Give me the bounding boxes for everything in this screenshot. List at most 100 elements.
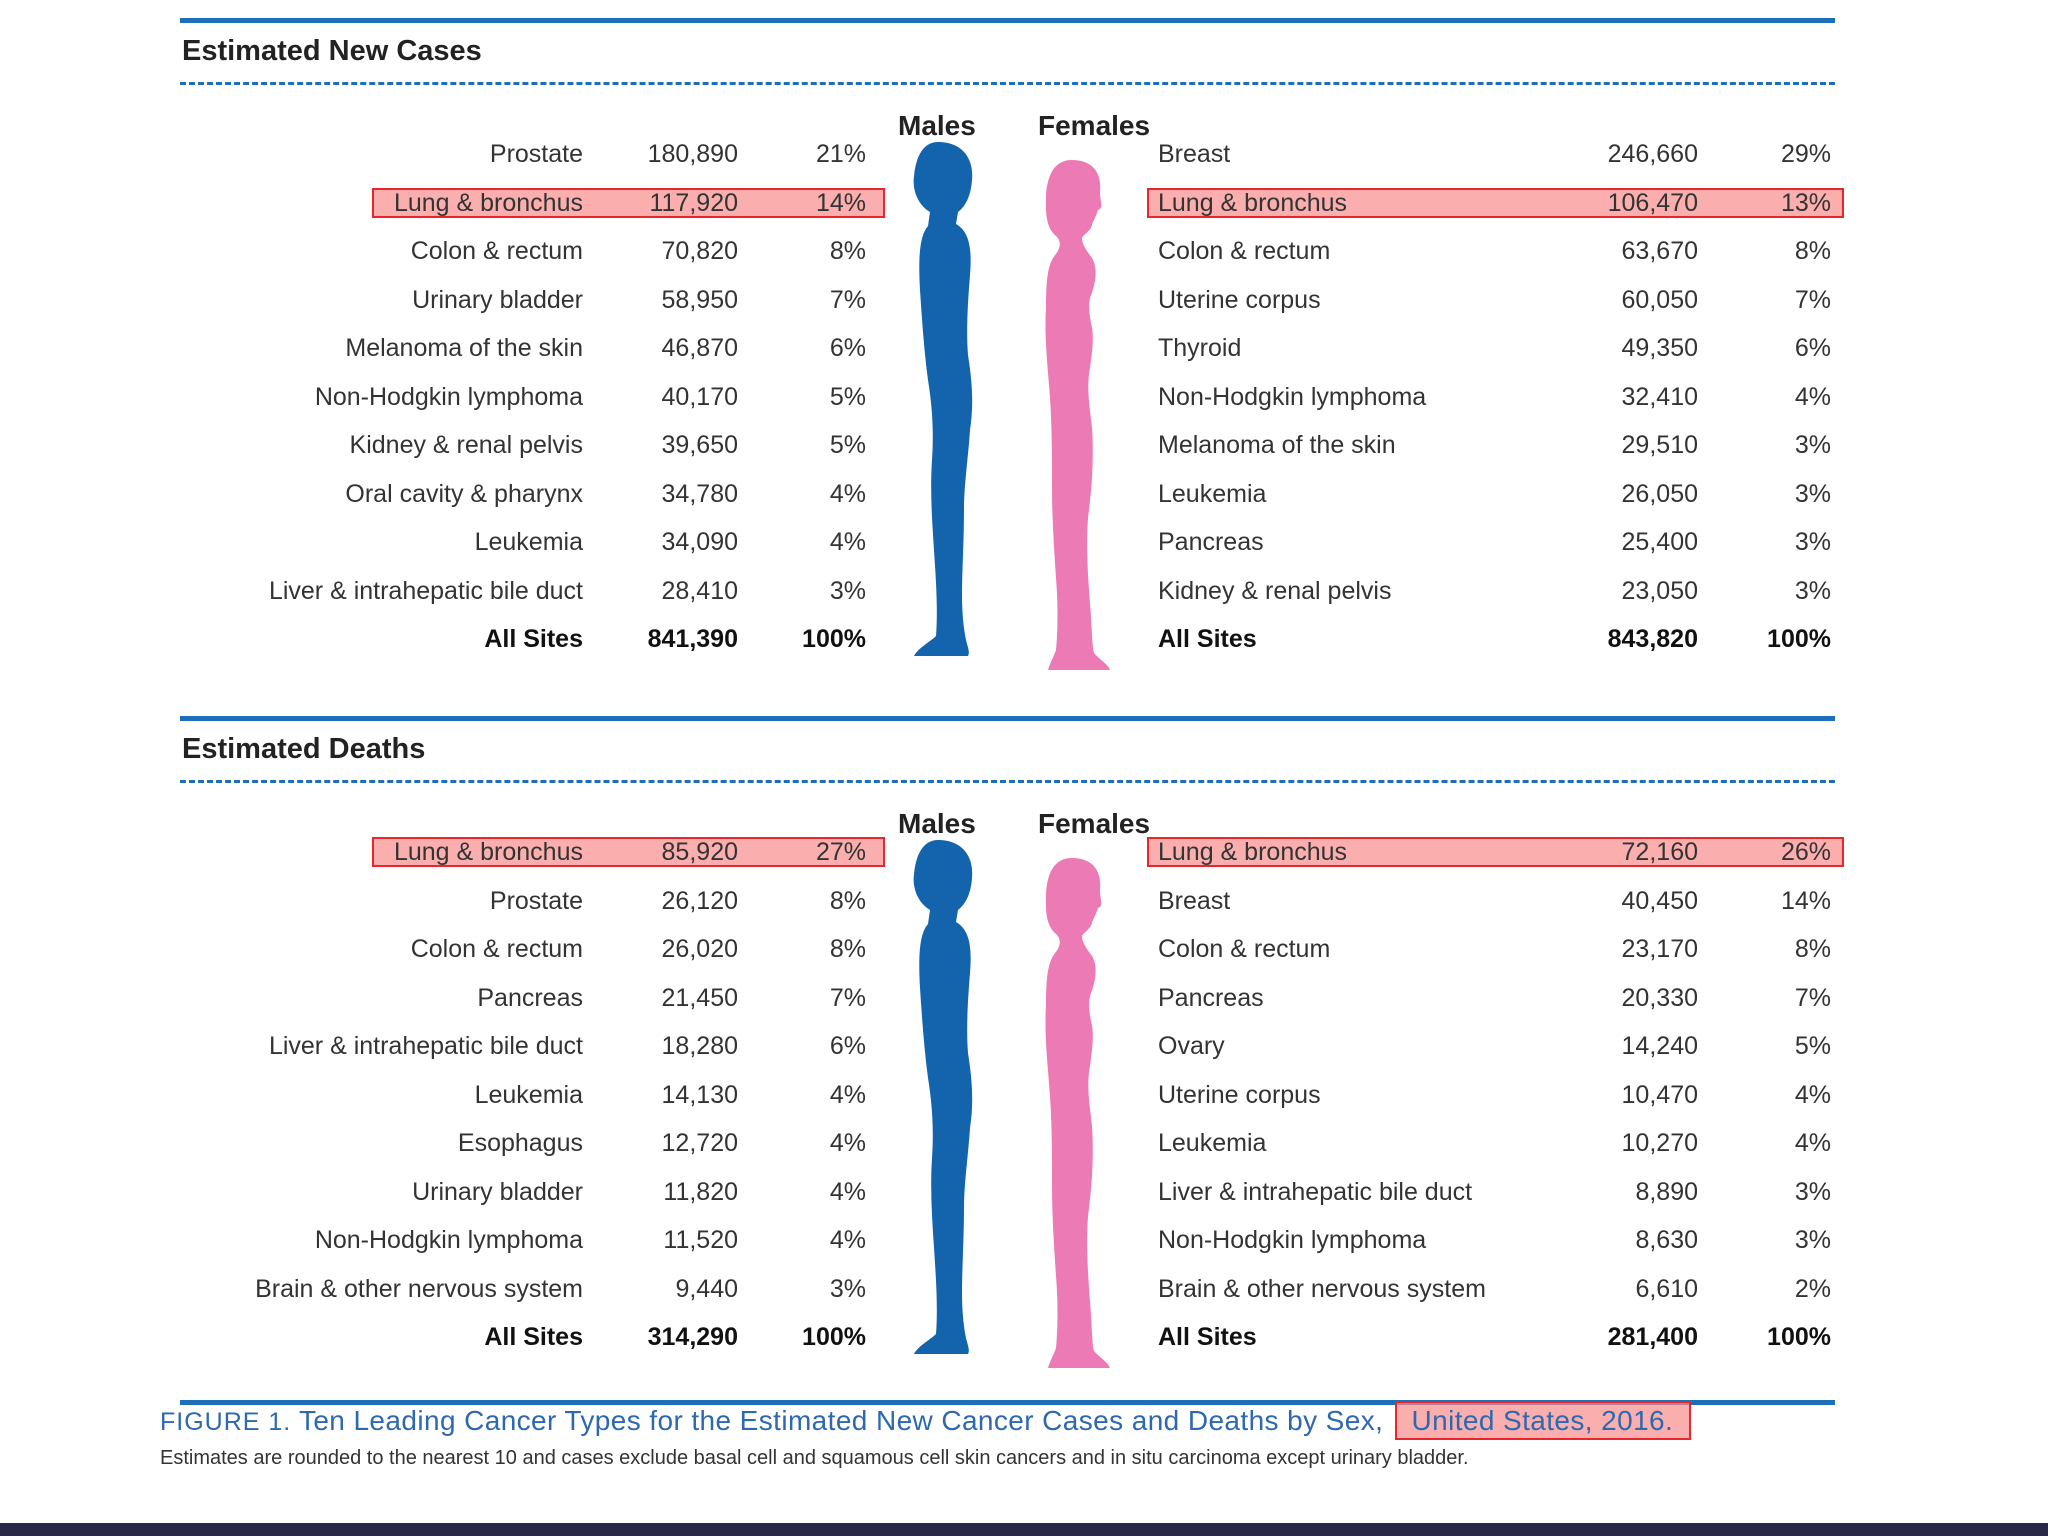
female-row: Brain & other nervous system 6,610 2% — [180, 1269, 1835, 1309]
female-figure — [1045, 858, 1110, 1368]
percent-value: 4% — [829, 1226, 866, 1254]
percent-value: 4% — [1794, 1080, 1831, 1109]
percent-value: 5% — [1794, 1032, 1831, 1060]
site-label: Uterine corpus — [1158, 285, 1321, 314]
females-heading: Females — [1038, 110, 1151, 141]
male-row: Liver & intrahepatic bile duct 18,280 6% — [180, 1026, 1835, 1066]
case-value: 11,520 — [663, 1226, 738, 1254]
site-label: Lung & bronchus — [1158, 188, 1348, 217]
section-top-rule — [180, 716, 1835, 721]
case-value: 32,410 — [1621, 382, 1698, 411]
site-label: Urinary bladder — [412, 285, 583, 314]
case-value: 40,170 — [661, 382, 738, 411]
male-row: Prostate 26,120 8% — [180, 881, 1835, 921]
site-label: Colon & rectum — [1158, 237, 1331, 265]
percent-value: 14% — [815, 188, 866, 217]
female-row: Non-Hodgkin lymphoma 32,410 4% — [180, 377, 1835, 417]
site-label: Lung & bronchus — [393, 188, 583, 217]
figure-note: Estimates are rounded to the nearest 10 … — [160, 1447, 1469, 1469]
male-row: Non-Hodgkin lymphoma 11,520 4% — [180, 1220, 1835, 1260]
percent-value: 4% — [1794, 382, 1831, 411]
case-value: 843,820 — [1607, 625, 1698, 653]
male-row: Brain & other nervous system 9,440 3% — [180, 1269, 1835, 1309]
site-label: Ovary — [1158, 1032, 1225, 1060]
site-label: Leukemia — [474, 1080, 583, 1109]
percent-value: 6% — [1794, 334, 1831, 362]
case-value: 281,400 — [1607, 1323, 1698, 1351]
highlight-box — [1147, 187, 1844, 218]
site-label: Breast — [1158, 886, 1231, 915]
case-value: 117,920 — [649, 188, 738, 217]
male-row: Esophagus 12,720 4% — [180, 1123, 1835, 1163]
male-figure — [913, 840, 973, 1354]
percent-value: 6% — [829, 334, 866, 362]
case-value: 9,440 — [675, 1274, 738, 1303]
case-value: 20,330 — [1621, 983, 1698, 1012]
male-row: Urinary bladder 11,820 4% — [180, 1172, 1835, 1212]
deaths-section: Estimated Deaths Males Females Lung & br… — [180, 716, 1844, 1386]
case-value: 72,160 — [1621, 838, 1698, 866]
site-label: Melanoma of the skin — [1158, 431, 1396, 459]
site-label: Breast — [1158, 140, 1231, 168]
male-silhouette — [913, 142, 973, 656]
males-heading: Males — [898, 110, 976, 141]
site-label: Brain & other nervous system — [1158, 1274, 1486, 1303]
site-label: All Sites — [1158, 625, 1257, 653]
percent-value: 21% — [815, 140, 866, 168]
males-heading: Males — [898, 808, 976, 839]
case-value: 70,820 — [661, 237, 738, 265]
male-row: Melanoma of the skin 46,870 6% — [180, 328, 1835, 368]
site-label: Kidney & renal pelvis — [1158, 576, 1392, 605]
figure-title: Ten Leading Cancer Types for the Estimat… — [298, 1405, 1384, 1436]
percent-value: 27% — [815, 838, 866, 866]
site-label: Pancreas — [477, 983, 583, 1012]
site-label: Colon & rectum — [410, 935, 583, 963]
female-row: Ovary 14,240 5% — [180, 1026, 1835, 1066]
site-label: Prostate — [489, 140, 583, 168]
case-value: 10,270 — [1621, 1129, 1698, 1157]
case-value: 26,020 — [661, 935, 738, 963]
site-label: Pancreas — [1158, 983, 1264, 1012]
case-value: 180,890 — [647, 140, 738, 168]
male-silhouette — [913, 840, 973, 1354]
male-row: Colon & rectum 26,020 8% — [180, 929, 1835, 969]
percent-value: 7% — [1794, 983, 1831, 1012]
female-figure — [1045, 160, 1110, 670]
percent-value: 5% — [829, 382, 866, 411]
site-label: Thyroid — [1158, 334, 1242, 362]
female-row: Breast 40,450 14% — [180, 881, 1835, 921]
percent-value: 4% — [829, 1129, 866, 1157]
case-value: 34,780 — [661, 479, 738, 508]
case-value: 34,090 — [661, 528, 738, 556]
percent-value: 3% — [1794, 528, 1831, 556]
site-label: Non-Hodgkin lymphoma — [1158, 1226, 1427, 1254]
percent-value: 100% — [1767, 1323, 1831, 1351]
case-value: 63,670 — [1621, 237, 1698, 265]
male-row: All Sites 314,290 100% — [180, 1317, 1835, 1357]
female-row: Lung & bronchus 72,160 26% — [180, 832, 1835, 872]
female-row: All Sites 281,400 100% — [180, 1317, 1835, 1357]
figure-label: FIGURE 1. — [160, 1408, 292, 1436]
percent-value: 100% — [1767, 625, 1831, 653]
case-value: 26,120 — [661, 886, 738, 915]
new-cases-section: Estimated New Cases Males Females Prosta… — [180, 18, 1844, 688]
site-label: Uterine corpus — [1158, 1080, 1321, 1109]
female-row: Pancreas 20,330 7% — [180, 978, 1835, 1018]
site-label: Lung & bronchus — [1158, 838, 1348, 866]
male-row: Urinary bladder 58,950 7% — [180, 280, 1835, 320]
females-heading: Females — [1038, 808, 1151, 839]
case-value: 10,470 — [1621, 1080, 1698, 1109]
site-label: Leukemia — [1158, 1129, 1267, 1157]
caption-top-rule — [180, 1400, 1835, 1405]
female-silhouette — [1045, 160, 1110, 670]
site-label: Lung & bronchus — [393, 838, 583, 866]
case-value: 12,720 — [661, 1129, 738, 1157]
percent-value: 26% — [1780, 838, 1831, 866]
site-label: Brain & other nervous system — [255, 1274, 583, 1303]
case-value: 246,660 — [1607, 140, 1698, 168]
site-label: All Sites — [484, 625, 583, 653]
percent-value: 14% — [1780, 886, 1831, 915]
male-row: Leukemia 14,130 4% — [180, 1075, 1835, 1115]
section-title: Estimated Deaths — [182, 733, 426, 765]
case-value: 23,050 — [1621, 576, 1698, 605]
